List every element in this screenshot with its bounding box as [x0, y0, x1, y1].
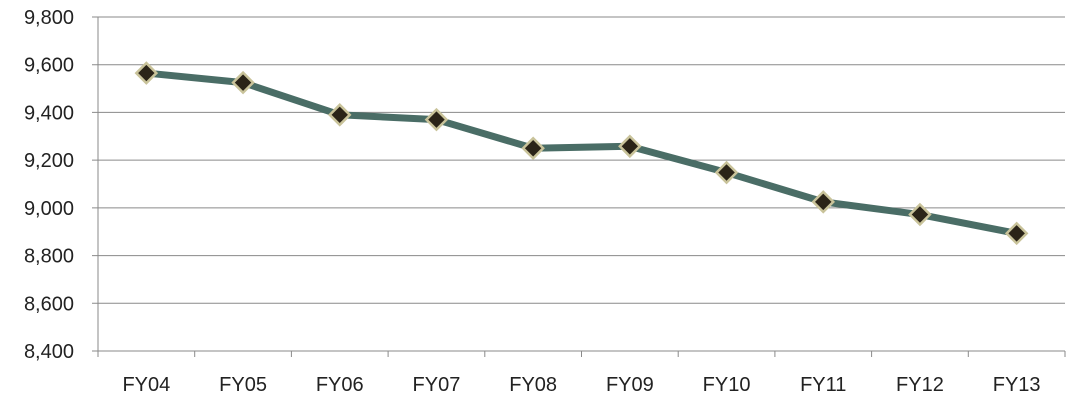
data-point-fy08: [521, 136, 545, 160]
x-tick-label: FY12: [896, 374, 944, 396]
y-tick-label: 9,800: [24, 7, 74, 29]
x-tick-label: FY08: [509, 374, 557, 396]
y-tick-label: 8,400: [24, 341, 74, 363]
data-point-fy05: [231, 70, 255, 95]
data-point-fy04: [134, 61, 159, 85]
data-point-fy10: [714, 160, 739, 185]
y-tick-label: 9,600: [24, 55, 74, 77]
gridlines: [92, 16, 1065, 352]
x-tick-label: FY10: [703, 374, 751, 396]
x-tick-label: FY05: [219, 374, 267, 396]
x-tick-label: FY11: [800, 374, 846, 396]
data-point-fy13: [1004, 221, 1029, 246]
axes: [97, 17, 1066, 357]
y-tick-label: 8,600: [24, 293, 74, 315]
series-line: [142, 69, 1021, 237]
y-tick-label: 9,200: [24, 150, 74, 172]
x-tick-label: FY07: [413, 374, 461, 396]
data-point-fy07: [424, 107, 449, 132]
y-tick-label: 9,400: [24, 102, 74, 124]
data-point-fy09: [618, 134, 642, 159]
y-tick-labels: 8,400 8,600 8,800 9,000 9,200 9,400 9,600 9,800: [24, 7, 74, 363]
series: [134, 61, 1029, 246]
x-tick-label: FY04: [122, 374, 170, 396]
data-point-fy06: [327, 103, 352, 127]
data-point-fy11: [811, 190, 836, 214]
x-tick-label: FY09: [606, 374, 654, 396]
data-point-fy12: [908, 202, 932, 227]
x-tick-label: FY13: [993, 374, 1041, 396]
x-tick-label: FY06: [316, 374, 364, 396]
y-tick-label: 9,000: [24, 198, 74, 220]
x-tick-labels: FY04 FY05 FY06 FY07 FY08 FY09 FY10 FY11 FY12 FY13: [122, 374, 1040, 396]
y-tick-label: 8,800: [24, 246, 74, 268]
